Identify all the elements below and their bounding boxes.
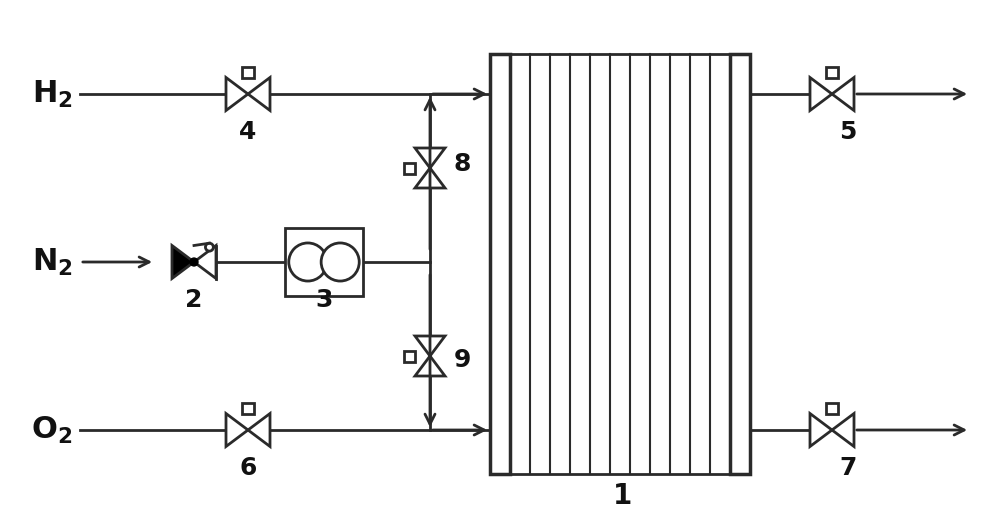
Polygon shape [226, 78, 248, 111]
Text: $\mathbf{H_2}$: $\mathbf{H_2}$ [32, 79, 72, 110]
Polygon shape [415, 148, 445, 168]
Bar [404, 351, 415, 362]
Polygon shape [415, 336, 445, 356]
Polygon shape [810, 413, 832, 446]
Polygon shape [226, 413, 248, 446]
Polygon shape [415, 168, 445, 188]
Circle shape [205, 243, 213, 251]
Circle shape [289, 243, 327, 281]
Text: $\mathbf{O_2}$: $\mathbf{O_2}$ [31, 414, 73, 445]
Text: 1: 1 [612, 482, 632, 510]
Circle shape [190, 258, 198, 266]
Polygon shape [172, 246, 194, 278]
Polygon shape [248, 78, 270, 111]
Bar [285, 228, 363, 296]
Bar [826, 402, 838, 413]
Bar [490, 54, 510, 474]
Bar [730, 54, 750, 474]
Text: 6: 6 [239, 456, 257, 480]
Polygon shape [810, 78, 832, 111]
Bar [404, 162, 415, 173]
Text: 5: 5 [839, 120, 857, 144]
Text: 2: 2 [185, 288, 203, 312]
Circle shape [321, 243, 359, 281]
Text: 8: 8 [453, 152, 471, 176]
Text: 4: 4 [239, 120, 257, 144]
Bar [242, 67, 254, 78]
Text: 9: 9 [453, 348, 471, 372]
Polygon shape [194, 246, 216, 278]
Bar [826, 67, 838, 78]
Polygon shape [832, 413, 854, 446]
Bar [242, 402, 254, 413]
Polygon shape [832, 78, 854, 111]
Text: $\mathbf{N_2}$: $\mathbf{N_2}$ [32, 246, 72, 278]
Text: 3: 3 [315, 288, 333, 312]
Polygon shape [415, 356, 445, 376]
Text: 7: 7 [839, 456, 857, 480]
Polygon shape [248, 413, 270, 446]
